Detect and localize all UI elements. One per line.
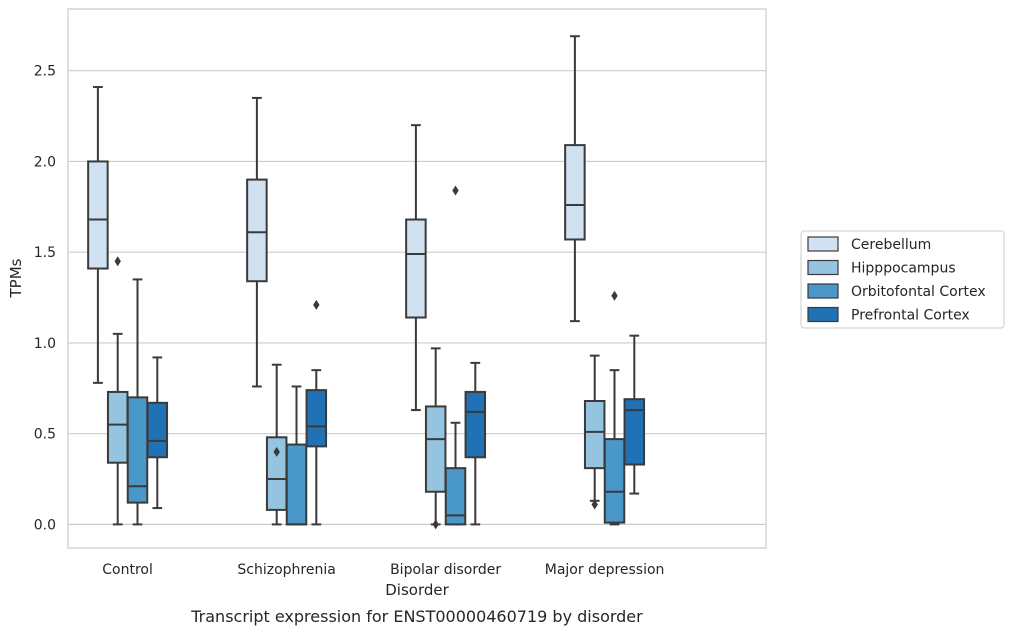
outlier-point [114, 256, 121, 267]
outlier-point [273, 446, 280, 457]
x-tick-label: Major depression [545, 562, 665, 578]
box-cerebellum [87, 86, 109, 384]
x-tick-label: Bipolar disorder [390, 562, 501, 578]
legend-label: Hipppocampus [851, 261, 956, 277]
outlier-point [611, 290, 618, 301]
legend-swatch [807, 236, 839, 252]
legend-swatch [807, 283, 839, 299]
box-hipppocampus [583, 354, 606, 510]
box-iqr [464, 390, 487, 459]
y-tick-label: 1.0 [34, 336, 56, 352]
legend-swatch [807, 259, 839, 276]
legend-label: Orbitofontal Cortex [851, 284, 986, 300]
box-iqr [246, 178, 268, 283]
box-prefrontal-cortex [464, 361, 487, 526]
x-tick-label: Control [102, 562, 153, 578]
box-orbitofontal-cortex [603, 290, 626, 526]
box-cerebellum [246, 96, 268, 388]
legend-frame [800, 230, 1005, 329]
box-iqr [424, 405, 447, 493]
box-hipppocampus [106, 256, 129, 526]
box-orbitofontal-cortex [444, 185, 467, 526]
box-groups [87, 35, 646, 530]
y-tick-label: 2.0 [34, 154, 56, 170]
outlier-point [452, 185, 459, 196]
box-iqr [583, 400, 606, 470]
chart-caption: Transcript expression for ENST0000046071… [190, 607, 643, 626]
box-prefrontal-cortex [146, 356, 169, 510]
box-iqr [146, 401, 169, 459]
legend-swatch [807, 306, 839, 323]
y-axis-label: TPMs [7, 258, 25, 298]
x-tick-label: Schizophrenia [237, 562, 335, 578]
y-axis-ticks: 0.0 0.5 1.0 1.5 2.0 2.5 [34, 64, 56, 534]
box-iqr [285, 443, 308, 526]
outlier-point [313, 299, 320, 310]
y-tick-label: 0.0 [34, 517, 56, 533]
legend-label: Cerebellum [851, 237, 931, 253]
box-iqr [623, 398, 646, 466]
box-iqr [87, 160, 109, 270]
y-tick-label: 1.5 [34, 245, 56, 261]
box-iqr [444, 467, 467, 526]
box-iqr [405, 218, 427, 319]
plot-frame [67, 8, 767, 549]
box-iqr [305, 389, 328, 448]
box-prefrontal-cortex [305, 299, 328, 526]
box-cerebellum [405, 124, 427, 412]
legend-label: Prefrontal Cortex [851, 308, 970, 324]
x-axis-ticks: Control Schizophrenia Bipolar disorder Majo… [102, 562, 664, 578]
outlier-point [432, 519, 439, 530]
box-hipppocampus [424, 347, 447, 530]
y-tick-label: 2.5 [34, 64, 56, 80]
box-cerebellum [564, 35, 586, 323]
box-iqr [106, 390, 129, 464]
outlier-point [591, 499, 598, 510]
box-prefrontal-cortex [623, 334, 646, 495]
box-iqr [603, 438, 626, 524]
y-tick-label: 0.5 [34, 427, 56, 443]
box-iqr [564, 144, 586, 241]
legend: Cerebellum Hipppocampus Orbitofontal Corte… [800, 230, 1005, 329]
x-axis-label: Disorder [385, 581, 449, 599]
box-orbitofontal-cortex [285, 385, 308, 526]
